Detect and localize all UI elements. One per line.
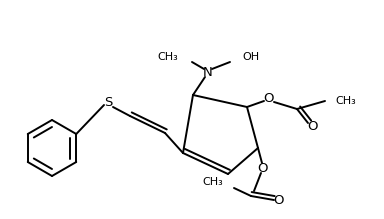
Text: CH₃: CH₃ [202, 177, 223, 187]
Text: O: O [258, 161, 268, 175]
Text: O: O [274, 194, 284, 207]
Text: CH₃: CH₃ [335, 96, 356, 106]
Text: O: O [264, 92, 274, 106]
Text: S: S [104, 97, 112, 110]
Text: CH₃: CH₃ [157, 52, 178, 62]
Text: O: O [307, 120, 317, 134]
Text: OH: OH [242, 52, 259, 62]
Text: N: N [203, 67, 213, 79]
